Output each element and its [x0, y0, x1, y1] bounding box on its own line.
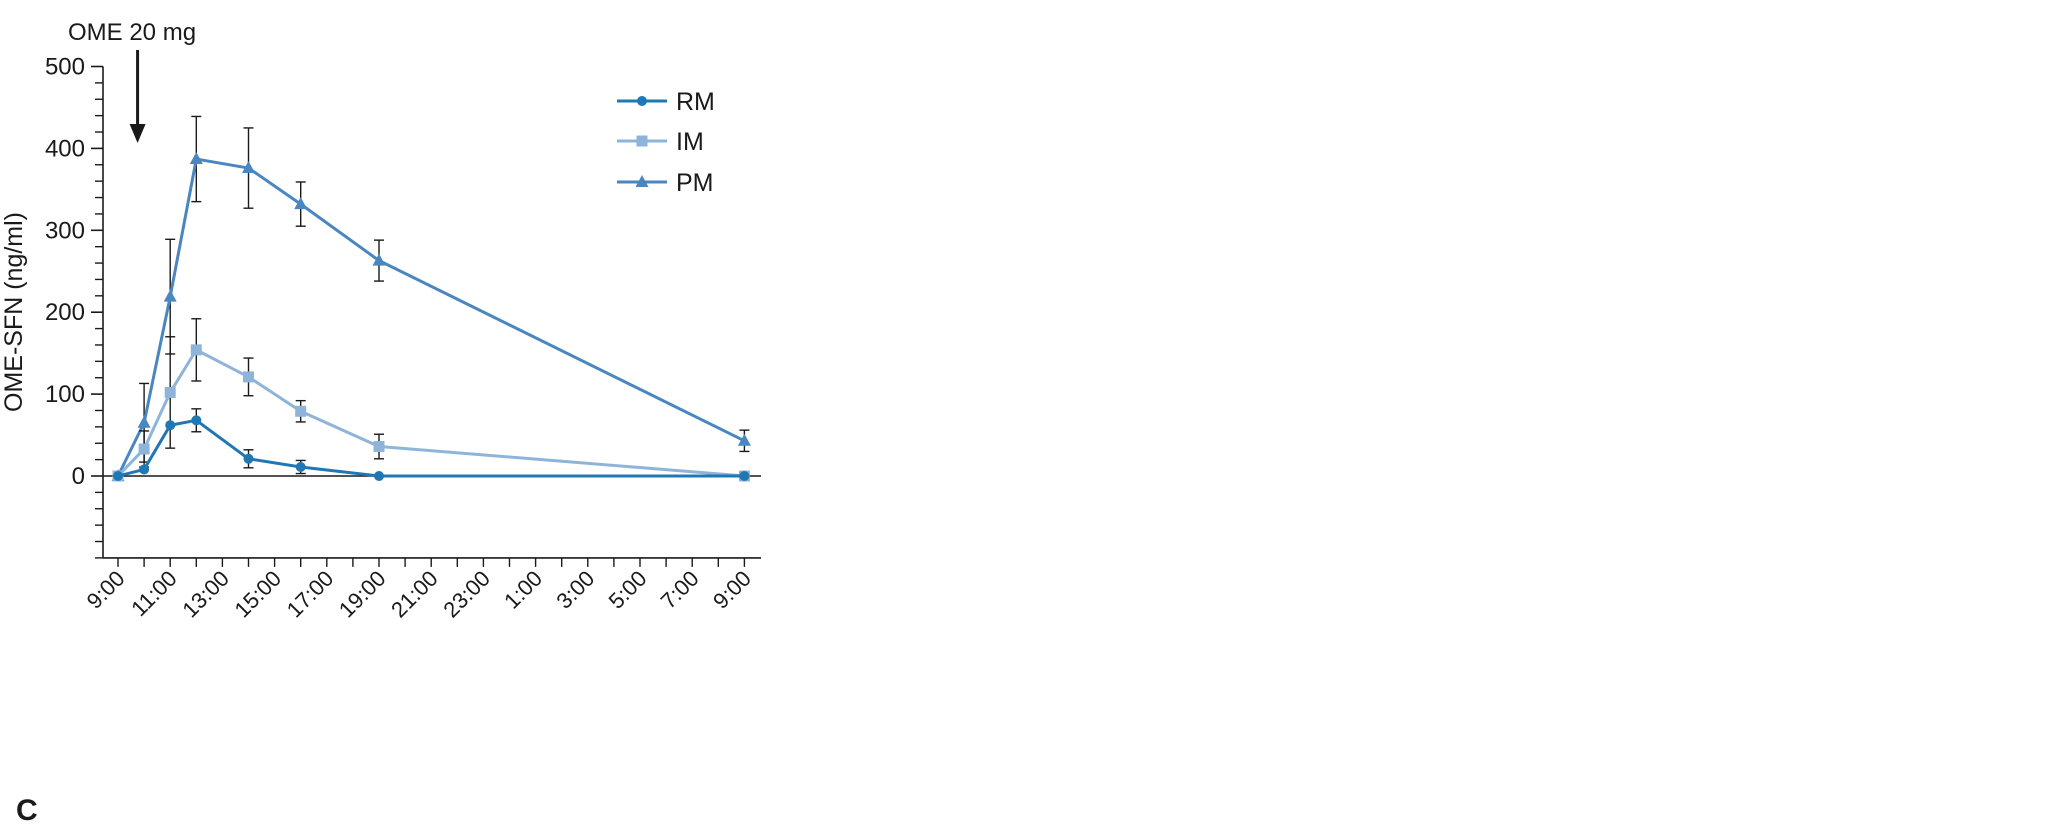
- data-point-pm: [242, 161, 255, 174]
- y-tick-label: 200: [45, 299, 85, 326]
- legend: RM IM PM: [617, 88, 715, 197]
- data-point-im: [138, 443, 150, 455]
- series-line-im: [116, 348, 745, 478]
- axes: 01002003004005009:0011:0013:0015:0017:00…: [45, 54, 761, 623]
- legend-marker-im: [636, 135, 648, 147]
- x-tick-label: 5:00: [604, 566, 652, 614]
- data-point-pm: [163, 289, 177, 302]
- y-tick-label: 100: [45, 381, 85, 408]
- y-tick-label: 500: [45, 54, 85, 81]
- series-im: [112, 318, 750, 482]
- data-point-rm: [165, 420, 176, 431]
- data-point-rm: [113, 471, 123, 481]
- chart-marks: [111, 50, 751, 482]
- legend-item-im: IM: [617, 128, 704, 156]
- line-chart: 01002003004005009:0011:0013:0015:0017:00…: [0, 19, 761, 827]
- data-point-rm: [374, 471, 384, 481]
- data-point-rm: [191, 415, 202, 426]
- legend-label-pm: PM: [676, 169, 714, 197]
- dose-annotation-label: OME 20 mg: [68, 19, 196, 46]
- data-point-pm: [372, 253, 386, 266]
- legend-item-rm: RM: [617, 88, 715, 116]
- data-point-rm: [295, 461, 306, 472]
- x-tick-label: 11:00: [126, 566, 181, 621]
- x-tick-label: 9:00: [82, 566, 130, 614]
- x-tick-label: 9:00: [708, 566, 756, 614]
- data-point-rm: [243, 453, 254, 464]
- data-point-rm: [739, 471, 750, 481]
- data-point-pm: [189, 152, 203, 165]
- x-tick-label: 15:00: [230, 566, 287, 623]
- data-point-pm: [737, 433, 751, 446]
- legend-marker-rm: [637, 96, 647, 106]
- panel-label: C: [16, 794, 38, 827]
- series-rm: [113, 408, 750, 481]
- y-tick-label: 400: [45, 135, 85, 162]
- x-tick-label: 7:00: [656, 566, 704, 614]
- data-point-im: [164, 386, 176, 398]
- x-tick-label: 13:00: [177, 566, 234, 623]
- legend-label-rm: RM: [676, 88, 715, 116]
- dose-arrow-head: [129, 124, 146, 143]
- x-tick-label: 3:00: [551, 566, 599, 614]
- data-point-rm: [139, 464, 150, 475]
- x-tick-label: 21:00: [386, 566, 443, 623]
- legend-label-im: IM: [676, 128, 704, 156]
- data-point-pm: [294, 197, 308, 210]
- x-tick-label: 19:00: [334, 566, 391, 623]
- x-tick-label: 23:00: [438, 566, 495, 623]
- y-tick-label: 300: [45, 217, 85, 244]
- legend-marker-pm: [635, 175, 649, 187]
- data-point-im: [295, 405, 307, 417]
- y-tick-label: 0: [72, 463, 85, 490]
- x-tick-label: 17:00: [282, 566, 339, 623]
- series-line-pm: [116, 157, 746, 477]
- data-point-im: [243, 371, 254, 383]
- data-point-im: [373, 441, 385, 453]
- data-point-im: [190, 344, 202, 356]
- series-pm: [111, 115, 751, 481]
- x-tick-label: 1:00: [499, 566, 547, 614]
- y-axis-label: OME-SFN (ng/ml): [0, 212, 28, 412]
- legend-item-pm: PM: [617, 169, 714, 197]
- data-point-pm: [137, 415, 151, 428]
- series-line-rm: [117, 418, 745, 478]
